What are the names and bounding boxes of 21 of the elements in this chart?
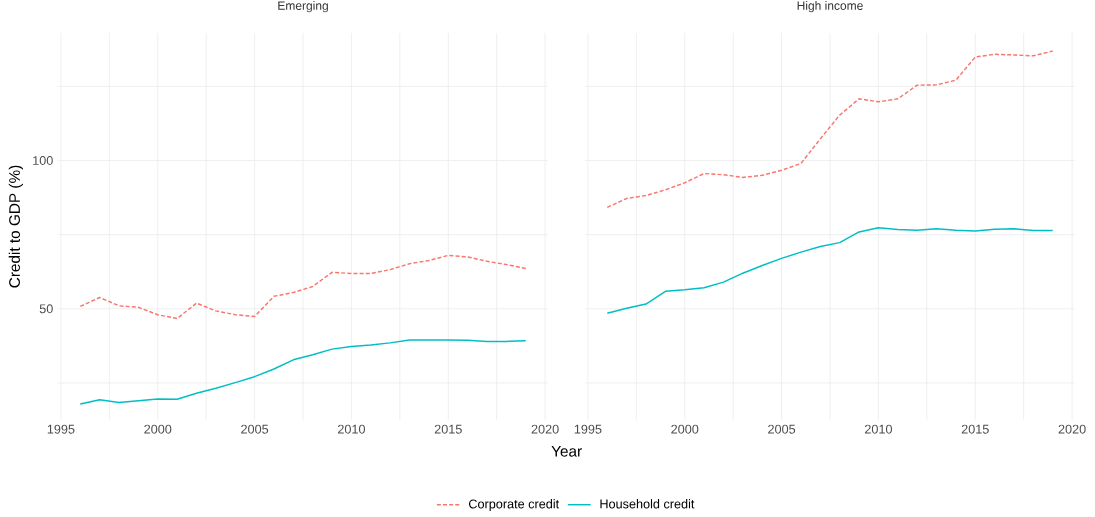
x-axis-title: Year — [551, 445, 582, 457]
x-tick-label: 2010 — [337, 424, 366, 434]
x-tick-label: 2010 — [864, 424, 892, 434]
x-tick-label: 2000 — [144, 424, 172, 434]
y-tick-label: 50 — [39, 304, 53, 314]
chart-title: High income — [797, 1, 863, 13]
x-tick-label: 2005 — [241, 424, 269, 434]
x-tick-label: 2015 — [434, 424, 462, 434]
chart-title: Emerging — [278, 1, 328, 13]
x-tick-label: 2005 — [768, 424, 796, 434]
x-tick-label: 1995 — [47, 424, 75, 434]
x-tick-label: 2020 — [531, 424, 559, 434]
y-tick-label: 100 — [33, 156, 53, 165]
x-tick-label: 2000 — [671, 424, 699, 434]
legend-label: Corporate credit — [469, 499, 560, 511]
x-tick-label: 2015 — [961, 424, 989, 434]
x-tick-label: 2020 — [1058, 424, 1086, 434]
x-tick-label: 1995 — [574, 424, 602, 434]
y-axis-title: Credit to GDP (%) — [8, 165, 24, 288]
line-series — [79, 254, 527, 320]
legend-label: Household credit — [600, 499, 695, 509]
